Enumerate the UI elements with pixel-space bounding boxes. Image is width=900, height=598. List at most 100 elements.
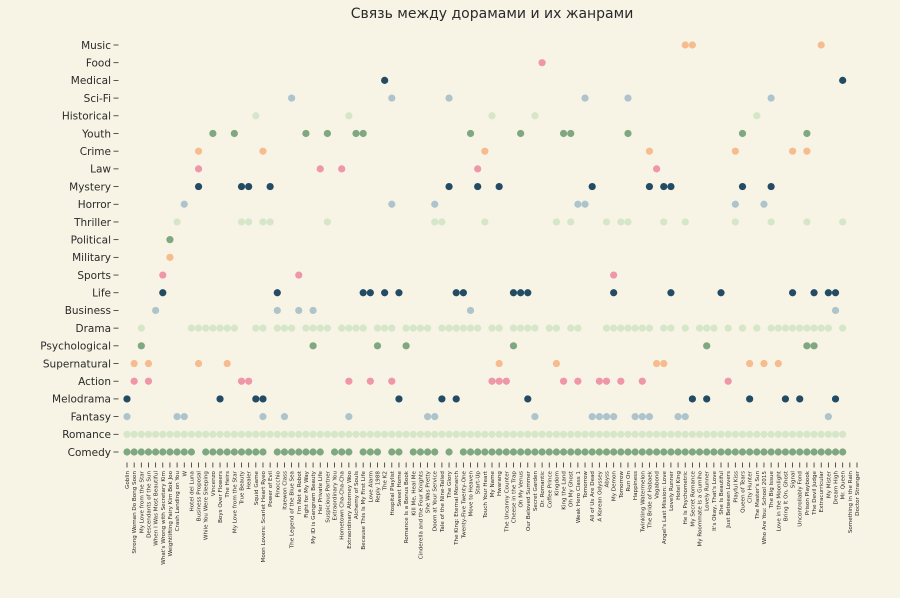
x-tick-label: Kill Me, Heal Me bbox=[411, 470, 417, 515]
x-tick-label: Dr. Romantic bbox=[540, 471, 546, 507]
x-tick-label: King the Land bbox=[562, 471, 568, 510]
scatter-point bbox=[667, 182, 675, 191]
scatter-point bbox=[524, 448, 532, 456]
scatter-point bbox=[738, 324, 747, 332]
scatter-point bbox=[781, 324, 790, 332]
scatter-point bbox=[123, 430, 131, 438]
scatter-point bbox=[746, 448, 754, 456]
y-tick-label: Music bbox=[81, 40, 111, 52]
x-tick-label: Kingdom bbox=[554, 471, 560, 496]
scatter-point bbox=[202, 324, 210, 332]
scatter-point bbox=[695, 324, 704, 332]
scatter-point bbox=[144, 430, 153, 438]
x-tick-label: Crash Landing on You bbox=[175, 471, 181, 532]
scatter-point bbox=[803, 342, 811, 350]
scatter-point bbox=[731, 147, 739, 155]
scatter-point bbox=[474, 165, 482, 173]
scatter-point bbox=[481, 218, 489, 226]
scatter-point bbox=[803, 448, 811, 456]
scatter-point bbox=[445, 94, 453, 102]
scatter-point bbox=[245, 430, 253, 438]
chart-title: Связь между дорамами и их жанрами bbox=[351, 6, 634, 22]
x-tick-label: Cheese in the Trap bbox=[511, 471, 517, 524]
scatter-point bbox=[681, 448, 689, 456]
y-tick-label: Psychological bbox=[40, 341, 111, 353]
scatter-point bbox=[724, 430, 732, 438]
x-tick-label: My ID is Gangnam Beauty bbox=[311, 470, 317, 543]
y-tick-label: Romance bbox=[62, 429, 111, 441]
scatter-point bbox=[617, 448, 625, 456]
scatter-point bbox=[788, 147, 797, 155]
scatter-point bbox=[746, 395, 754, 403]
scatter-point bbox=[645, 182, 654, 191]
scatter-point bbox=[259, 147, 267, 155]
x-tick-label: Healer bbox=[247, 470, 253, 489]
scatter-point bbox=[817, 448, 825, 456]
scatter-point bbox=[824, 289, 832, 297]
scatter-point bbox=[345, 112, 353, 120]
scatter-point bbox=[567, 430, 575, 438]
scatter-point bbox=[602, 218, 611, 226]
scatter-point bbox=[423, 448, 432, 456]
x-tick-label: Coffee Prince bbox=[547, 470, 553, 508]
scatter-point bbox=[488, 112, 496, 120]
x-tick-label: My Love from the Star bbox=[232, 470, 238, 533]
scatter-point bbox=[559, 448, 568, 456]
scatter-point bbox=[295, 271, 303, 279]
x-tick-label: A Korean Odyssey bbox=[597, 470, 603, 521]
scatter-point bbox=[302, 324, 310, 332]
scatter-point bbox=[688, 448, 696, 456]
x-tick-label: Tale of the Nine-Tailed bbox=[440, 471, 446, 534]
scatter-point bbox=[831, 289, 840, 297]
scatter-point bbox=[767, 324, 775, 332]
x-tick-label: The Heirs bbox=[225, 471, 231, 499]
scatter-point bbox=[280, 413, 289, 421]
x-tick-label: Who Are You: School 2015 bbox=[762, 471, 768, 545]
scatter-point bbox=[796, 430, 804, 438]
scatter-point bbox=[273, 448, 281, 456]
x-tick-label: All of Us Are Dead bbox=[590, 471, 596, 522]
scatter-point bbox=[710, 324, 718, 332]
scatter-point bbox=[531, 324, 539, 332]
scatter-point bbox=[524, 430, 532, 438]
x-tick-label: Squid Game bbox=[254, 470, 260, 505]
scatter-point bbox=[388, 200, 396, 208]
scatter-point bbox=[459, 289, 467, 297]
scatter-point bbox=[796, 395, 804, 403]
scatter-point bbox=[574, 377, 582, 385]
scatter-point bbox=[338, 430, 346, 438]
scatter-point bbox=[338, 165, 346, 173]
y-axis-labels: Music Food Medical Sci-Fi Historical Youth Cri… bbox=[40, 40, 119, 459]
scatter-point bbox=[817, 430, 825, 438]
scatter-point bbox=[316, 448, 324, 456]
x-tick-label: Abyss bbox=[605, 471, 611, 488]
scatter-point bbox=[839, 76, 847, 84]
x-tick-label: Sweet Home bbox=[397, 470, 403, 506]
scatter-point bbox=[781, 395, 790, 403]
scatter-point bbox=[381, 76, 389, 84]
scatter-point bbox=[495, 377, 503, 385]
scatter-point bbox=[674, 448, 682, 456]
scatter-point bbox=[524, 289, 532, 297]
scatter-point bbox=[552, 218, 561, 226]
scatter-point bbox=[531, 413, 539, 421]
x-tick-label: The King: Eternal Monarch bbox=[454, 471, 460, 546]
scatter-point bbox=[445, 448, 453, 456]
scatter-point bbox=[209, 448, 217, 456]
scatter-point bbox=[402, 342, 410, 350]
x-tick-label: I'm Not a Robot bbox=[297, 470, 303, 514]
scatter-point bbox=[381, 430, 389, 438]
scatter-point bbox=[395, 448, 403, 456]
scatter-point bbox=[667, 448, 675, 456]
scatter-point bbox=[409, 324, 417, 332]
scatter-point bbox=[373, 342, 382, 350]
scatter-point bbox=[488, 448, 496, 456]
x-tick-label: Extraordinary Attorney Woo bbox=[347, 470, 353, 548]
scatter-point bbox=[431, 218, 439, 226]
x-tick-label: Uncontrollably Fond bbox=[798, 471, 804, 527]
scatter-point bbox=[595, 448, 603, 456]
scatter-point bbox=[266, 182, 274, 191]
y-tick-label: Melodrama bbox=[52, 394, 111, 406]
scatter-point bbox=[559, 377, 568, 385]
scatter-point bbox=[123, 413, 131, 421]
